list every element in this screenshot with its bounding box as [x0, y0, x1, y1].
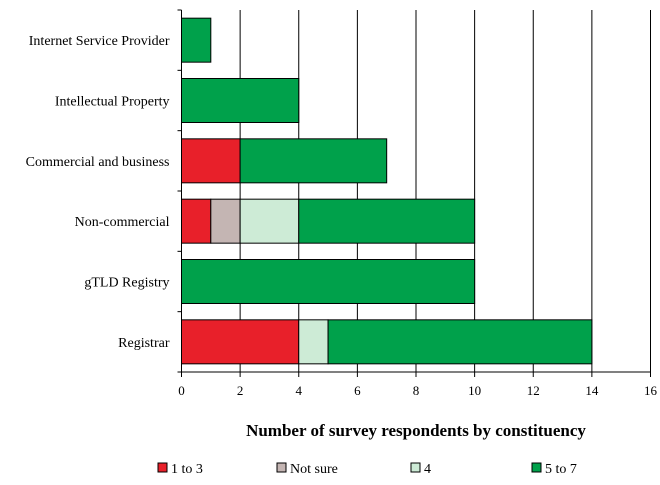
bars	[181, 17, 593, 365]
bar-segment	[239, 138, 388, 184]
legend-label: Not sure	[290, 462, 338, 477]
category-label: Internet Service Provider	[29, 34, 170, 49]
x-axis-title: Number of survey respondents by constitu…	[246, 421, 586, 440]
bar-segment	[181, 138, 241, 184]
x-tick-label: 2	[237, 383, 244, 398]
x-tick-labels: 0 2 4 6 8 10 12 14 16	[177, 9, 658, 398]
legend-swatch	[410, 462, 421, 473]
legend-swatch	[276, 462, 287, 473]
bar-segment	[210, 198, 241, 244]
x-tick-label: 16	[644, 383, 658, 398]
x-tick-label: 10	[468, 383, 481, 398]
x-tick-label: 0	[178, 383, 185, 398]
legend-swatch	[531, 462, 542, 473]
legend-label: 5 to 7	[545, 462, 577, 477]
category-label: Commercial and business	[26, 155, 170, 170]
bar-segment	[181, 198, 212, 244]
bar-segment	[181, 259, 476, 304]
bar-segment	[298, 319, 329, 365]
x-tick-label: 6	[354, 383, 361, 398]
bar-segment	[181, 319, 300, 365]
legend-label: 4	[424, 462, 431, 477]
legend: 1 to 3 Not sure 4 5 to 7	[157, 462, 577, 477]
category-labels: Internet Service Provider Intellectual Pr…	[26, 34, 170, 351]
bar-segment	[327, 319, 593, 365]
category-label: Registrar	[118, 336, 170, 351]
bar-segment	[181, 78, 300, 123]
x-tick-label: 4	[296, 383, 303, 398]
bar-segment	[239, 198, 300, 244]
grid-lines	[239, 10, 651, 372]
category-label: gTLD Registry	[84, 276, 169, 291]
bar-segment	[181, 17, 212, 63]
x-tick-label: 12	[527, 383, 540, 398]
legend-swatch	[157, 462, 168, 473]
category-label: Non-commercial	[75, 215, 170, 230]
x-tick-label: 14	[585, 383, 599, 398]
bar-segment	[298, 198, 476, 244]
category-label: Intellectual Property	[55, 95, 170, 110]
x-tick-label: 8	[413, 383, 420, 398]
legend-label: 1 to 3	[171, 462, 203, 477]
